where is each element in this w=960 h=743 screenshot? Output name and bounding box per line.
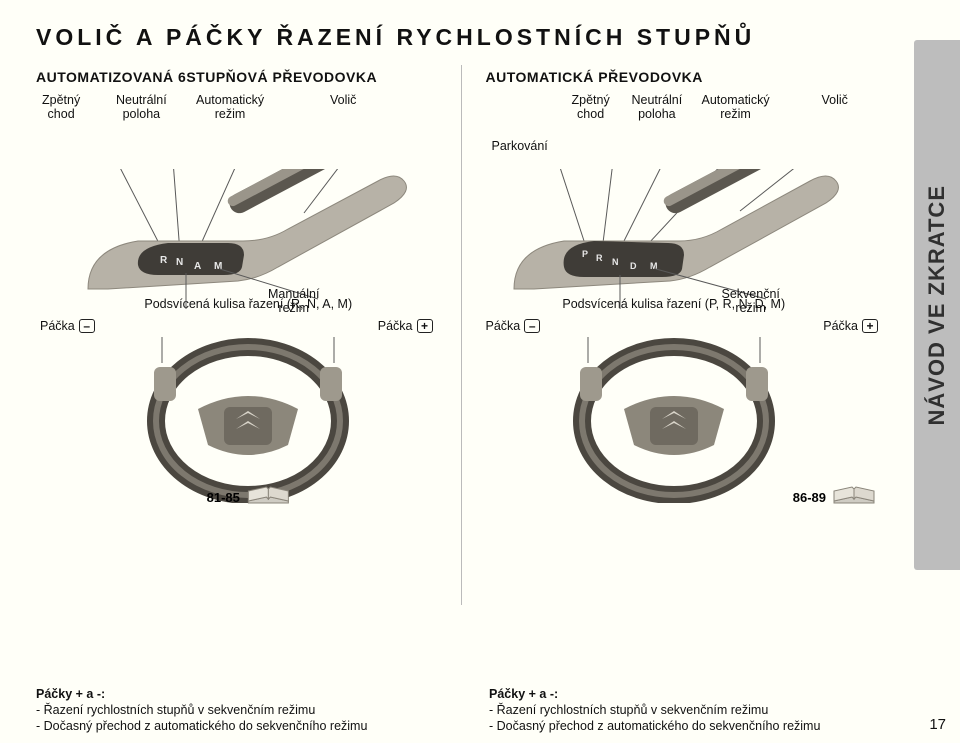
footer-right-title: Páčky + a -:	[489, 687, 902, 701]
left-label-auto: Automatický režim	[196, 93, 264, 122]
left-paddle-minus: Páčka –	[40, 319, 95, 333]
right-lever-illustration: P R N D M	[494, 169, 854, 309]
right-wheel-row: Páčka – Páčka +	[462, 317, 887, 507]
left-paddle-plus: Páčka +	[378, 319, 433, 333]
page: - NÁVOD VE ZKRATCE VOLIČ A PÁČKY ŘAZENÍ …	[0, 0, 960, 743]
footer: Páčky + a -: - Řazení rychlostních stupň…	[36, 687, 902, 733]
footer-left: Páčky + a -: - Řazení rychlostních stupň…	[36, 687, 449, 733]
footer-left-title: Páčky + a -:	[36, 687, 449, 701]
side-tab: NÁVOD VE ZKRATCE	[914, 40, 960, 570]
right-label-parking: Parkování	[492, 139, 548, 153]
page-number: 17	[929, 716, 946, 733]
footer-left-l1: - Řazení rychlostních stupňů v sekvenční…	[36, 703, 449, 717]
svg-text:N: N	[176, 257, 183, 268]
left-steering-wheel	[138, 333, 358, 503]
right-pageref: 86-89	[793, 483, 876, 505]
right-label-reverse: Zpětný chod	[572, 93, 610, 122]
right-paddle-plus: Páčka +	[823, 319, 878, 333]
footer-left-l2: - Dočasný přechod z automatického do sek…	[36, 719, 449, 733]
left-wheel-row: Páčka – Páčka +	[36, 317, 461, 507]
right-label-auto: Automatický režim	[702, 93, 770, 122]
right-label-selector: Volič	[822, 93, 848, 107]
side-tab-label: NÁVOD VE ZKRATCE	[924, 185, 950, 426]
left-label-reverse: Zpětný chod	[42, 93, 80, 122]
left-top-labels: Zpětný chod Neutrální poloha Automatický…	[36, 93, 461, 173]
col-right: AUTOMATICKÁ PŘEVODOVKA Zpětný chod Neutr…	[462, 65, 887, 605]
right-lever-area: P R N D M Sekvenční režim	[462, 169, 887, 289]
plus-icon: +	[417, 319, 433, 333]
left-lever-area: R N A M Manuální režim	[36, 169, 461, 289]
minus-icon: –	[524, 319, 540, 333]
left-heading: AUTOMATIZOVANÁ 6STUPŇOVÁ PŘEVODOVKA	[36, 69, 461, 85]
left-paddle-minus-label: Páčka	[40, 319, 75, 333]
right-paddle-minus: Páčka –	[486, 319, 541, 333]
left-pageref-num: 81-85	[207, 490, 240, 505]
minus-icon: –	[79, 319, 95, 333]
svg-text:R: R	[596, 253, 603, 263]
svg-text:M: M	[214, 261, 222, 272]
footer-right-l1: - Řazení rychlostních stupňů v sekvenční…	[489, 703, 902, 717]
booklet-icon	[246, 483, 290, 505]
plus-icon: +	[862, 319, 878, 333]
left-label-manual: Manuální režim	[268, 287, 319, 315]
left-label-selector: Volič	[330, 93, 356, 107]
right-paddle-minus-label: Páčka	[486, 319, 521, 333]
right-label-seq: Sekvenční režim	[722, 287, 780, 315]
left-pageref: 81-85	[207, 483, 290, 505]
svg-text:D: D	[630, 261, 637, 271]
columns: AUTOMATIZOVANÁ 6STUPŇOVÁ PŘEVODOVKA Zpět…	[36, 65, 886, 605]
svg-text:A: A	[194, 261, 201, 272]
booklet-icon	[832, 483, 876, 505]
col-left: AUTOMATIZOVANÁ 6STUPŇOVÁ PŘEVODOVKA Zpět…	[36, 65, 461, 605]
page-title: VOLIČ A PÁČKY ŘAZENÍ RYCHLOSTNÍCH STUPŇŮ	[36, 24, 942, 51]
left-lever-illustration: R N A M	[68, 169, 428, 309]
footer-right-l2: - Dočasný přechod z automatického do sek…	[489, 719, 902, 733]
right-pageref-num: 86-89	[793, 490, 826, 505]
left-paddle-plus-label: Páčka	[378, 319, 413, 333]
right-heading: AUTOMATICKÁ PŘEVODOVKA	[462, 69, 887, 85]
right-paddle-plus-label: Páčka	[823, 319, 858, 333]
footer-right: Páčky + a -: - Řazení rychlostních stupň…	[489, 687, 902, 733]
left-label-neutral: Neutrální poloha	[116, 93, 167, 122]
right-top-labels: Zpětný chod Neutrální poloha Automatický…	[462, 93, 887, 173]
svg-text:N: N	[612, 257, 619, 267]
right-steering-wheel	[564, 333, 784, 503]
svg-text:P: P	[582, 249, 588, 259]
right-label-neutral: Neutrální poloha	[632, 93, 683, 122]
svg-text:R: R	[160, 255, 168, 266]
